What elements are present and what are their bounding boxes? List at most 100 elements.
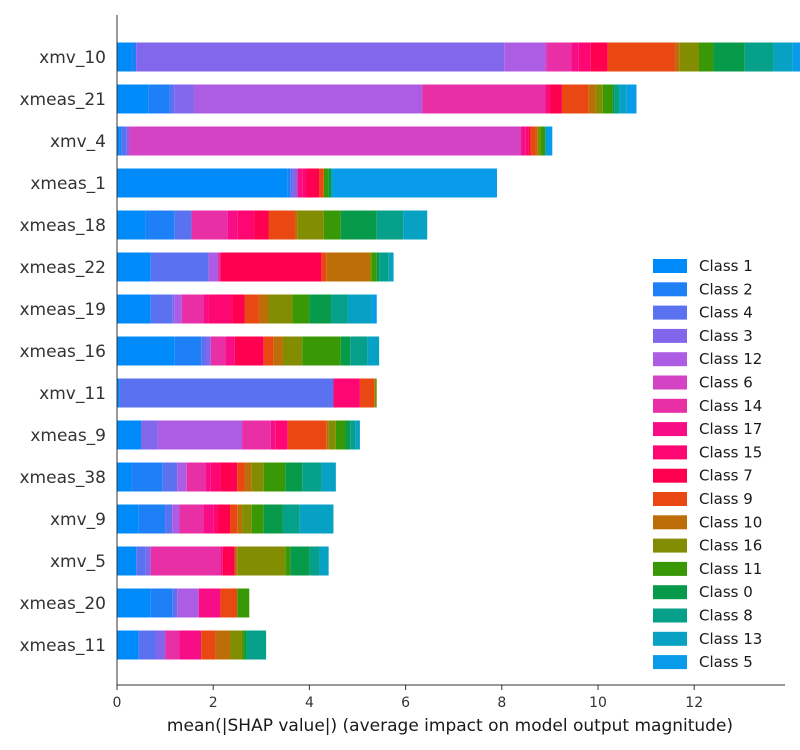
bar-xmv_10-class-12 bbox=[504, 42, 546, 72]
bar-xmeas_21-class-4 bbox=[169, 84, 175, 114]
bar-xmeas_21-class-5 bbox=[626, 84, 637, 114]
legend-swatch-class-16 bbox=[653, 538, 687, 553]
bars-group bbox=[117, 42, 800, 660]
bar-xmeas_9-class-8 bbox=[350, 420, 356, 450]
feature-label-xmeas_18: xmeas_18 bbox=[20, 216, 107, 236]
bar-xmeas_38-class-7 bbox=[220, 462, 238, 492]
bar-xmeas_19-class-15 bbox=[208, 294, 233, 324]
bar-xmv_5-class-17 bbox=[220, 546, 223, 576]
bar-xmv_4-class-10 bbox=[535, 126, 538, 156]
bar-xmv_5-class-14 bbox=[150, 546, 221, 576]
bar-xmeas_38-class-13 bbox=[321, 462, 336, 492]
bar-xmeas_16-class-0 bbox=[340, 336, 351, 366]
bar-xmeas_9-class-0 bbox=[345, 420, 351, 450]
bar-xmeas_9-class-16 bbox=[328, 420, 336, 450]
bar-xmeas_21-class-2 bbox=[148, 84, 170, 114]
legend-swatch-class-9 bbox=[653, 492, 687, 506]
feature-label-xmv_10: xmv_10 bbox=[39, 48, 106, 68]
bar-xmeas_20-class-9 bbox=[220, 588, 238, 618]
bar-xmeas_9-class-13 bbox=[355, 420, 360, 450]
bar-xmeas_18-class-15 bbox=[237, 210, 255, 240]
feature-label-xmeas_19: xmeas_19 bbox=[20, 300, 107, 320]
bar-xmeas_21-class-3 bbox=[174, 84, 194, 114]
bar-xmv_4-class-4 bbox=[121, 126, 127, 156]
bar-xmeas_19-class-17 bbox=[203, 294, 209, 324]
bar-xmv_5-class-8 bbox=[309, 546, 320, 576]
feature-label-xmeas_16: xmeas_16 bbox=[20, 342, 107, 362]
feature-label-xmeas_22: xmeas_22 bbox=[20, 258, 107, 278]
bar-xmv_5-class-1 bbox=[117, 546, 137, 576]
bar-xmeas_38-class-17 bbox=[205, 462, 211, 492]
bar-xmeas_1-class-17 bbox=[297, 168, 303, 198]
bar-xmeas_1-class-5 bbox=[333, 168, 497, 198]
bar-xmeas_11-class-4 bbox=[138, 630, 156, 660]
feature-label-xmv_5: xmv_5 bbox=[50, 552, 106, 572]
legend-swatch-class-2 bbox=[653, 282, 687, 297]
bar-xmv_9-class-4 bbox=[165, 504, 173, 534]
bar-xmeas_16-class-8 bbox=[350, 336, 368, 366]
bar-xmv_10-class-2 bbox=[131, 42, 137, 72]
bar-xmeas_21-class-7 bbox=[549, 84, 562, 114]
bar-xmeas_16-class-3 bbox=[205, 336, 211, 366]
bar-xmv_4-class-15 bbox=[525, 126, 529, 156]
x-tick-label-0: 0 bbox=[113, 695, 122, 711]
bar-xmeas_20-class-1 bbox=[117, 588, 151, 618]
bar-xmeas_22-class-1 bbox=[117, 252, 151, 282]
bar-xmeas_11-class-14 bbox=[165, 630, 180, 660]
bar-xmeas_18-class-11 bbox=[323, 210, 341, 240]
bar-xmv_9-class-12 bbox=[172, 504, 180, 534]
feature-label-xmv_9: xmv_9 bbox=[50, 510, 106, 530]
bar-xmeas_22-class-0 bbox=[376, 252, 380, 282]
bar-xmv_11-class-4 bbox=[119, 378, 334, 408]
legend: Class 1 Class 2 Class 4 Class 3 Class 12 Clas… bbox=[653, 257, 762, 671]
bar-xmeas_9-class-1 bbox=[117, 420, 142, 450]
legend-label-class-7: Class 7 bbox=[699, 467, 753, 485]
bar-xmv_5-class-13 bbox=[319, 546, 329, 576]
bar-xmv_4-class-1 bbox=[117, 126, 120, 156]
bar-xmv_5-class-7 bbox=[222, 546, 235, 576]
bar-xmeas_18-class-10 bbox=[294, 210, 298, 240]
bar-xmv_4-class-5 bbox=[547, 126, 553, 156]
bar-xmeas_18-class-14 bbox=[191, 210, 228, 240]
bar-xmeas_16-class-9 bbox=[263, 336, 274, 366]
bar-xmeas_22-class-12 bbox=[208, 252, 219, 282]
bar-xmv_11-class-15 bbox=[333, 378, 360, 408]
bar-xmeas_19-class-1 bbox=[117, 294, 151, 324]
bar-xmeas_38-class-4 bbox=[162, 462, 178, 492]
bar-xmeas_18-class-17 bbox=[227, 210, 238, 240]
feature-label-xmv_4: xmv_4 bbox=[50, 132, 106, 152]
bar-xmeas_19-class-9 bbox=[244, 294, 259, 324]
feature-label-xmeas_9: xmeas_9 bbox=[30, 426, 106, 446]
legend-label-class-5: Class 5 bbox=[699, 653, 753, 671]
feature-label-xmeas_21: xmeas_21 bbox=[20, 90, 107, 110]
bar-xmeas_19-class-11 bbox=[292, 294, 310, 324]
legend-label-class-3: Class 3 bbox=[699, 327, 753, 345]
bar-xmv_11-class-9 bbox=[359, 378, 375, 408]
bar-xmeas_38-class-10 bbox=[244, 462, 252, 492]
bar-xmv_4-class-13 bbox=[545, 126, 548, 156]
bar-xmeas_9-class-12 bbox=[157, 420, 243, 450]
bar-xmeas_16-class-11 bbox=[302, 336, 341, 366]
bar-xmv_10-class-1 bbox=[117, 42, 132, 72]
legend-label-class-13: Class 13 bbox=[699, 630, 762, 648]
bar-xmeas_21-class-8 bbox=[614, 84, 620, 114]
legend-swatch-class-4 bbox=[653, 305, 687, 320]
legend-swatch-class-0 bbox=[653, 585, 687, 600]
bar-xmeas_1-class-0 bbox=[328, 168, 332, 198]
bar-xmeas_19-class-7 bbox=[232, 294, 245, 324]
bar-xmeas_16-class-14 bbox=[210, 336, 226, 366]
bar-xmeas_1-class-4 bbox=[290, 168, 293, 198]
feature-label-xmeas_20: xmeas_20 bbox=[20, 594, 107, 614]
bar-xmeas_21-class-14 bbox=[422, 84, 546, 114]
bar-xmeas_21-class-15 bbox=[547, 84, 550, 114]
bar-xmeas_22-class-9 bbox=[321, 252, 327, 282]
bar-xmeas_19-class-13 bbox=[347, 294, 372, 324]
bar-xmv_10-class-7 bbox=[590, 42, 608, 72]
bar-xmeas_22-class-13 bbox=[388, 252, 394, 282]
bar-xmeas_19-class-0 bbox=[309, 294, 332, 324]
bar-xmv_9-class-7 bbox=[218, 504, 231, 534]
bar-xmeas_21-class-16 bbox=[595, 84, 603, 114]
bar-xmeas_20-class-17 bbox=[198, 588, 221, 618]
bar-xmv_5-class-0 bbox=[290, 546, 310, 576]
